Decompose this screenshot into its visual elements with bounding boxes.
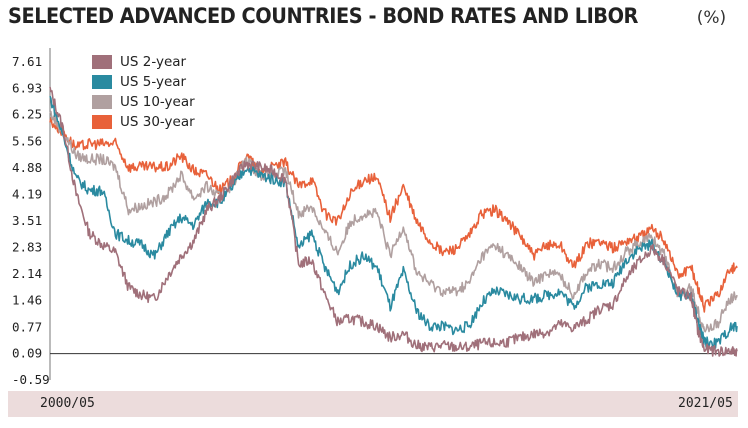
legend-swatch [92,115,112,129]
legend-swatch [92,55,112,69]
legend-swatch [92,75,112,89]
x-end-label: 2021/05 [678,396,733,411]
line-chart: 7.61 6.93 6.25 5.56 4.88 4.19 3.51 2.83 2.14 1.46… [12,48,738,387]
legend-item: US 30-year [92,112,195,132]
legend: US 2-year US 5-year US 10-year US 30-yea… [92,52,195,132]
series-line-us-2-year [49,86,738,357]
title-row: SELECTED ADVANCED COUNTRIES - BOND RATES… [8,4,726,38]
chart-unit: (%) [696,8,727,28]
series-line-us-5-year [49,95,738,350]
y-tick-label: 4.19 [12,187,42,202]
y-tick-label: -0.59 [12,372,50,387]
chart-title: SELECTED ADVANCED COUNTRIES - BOND RATES… [8,4,638,28]
y-tick-label: 0.09 [12,346,42,361]
y-tick-label: 5.56 [12,134,42,149]
y-tick-label: 7.61 [12,54,42,69]
y-tick-label: 0.77 [12,319,42,334]
legend-swatch [92,95,112,109]
legend-item: US 10-year [92,92,195,112]
legend-item: US 5-year [92,72,195,92]
x-start-label: 2000/05 [40,396,95,411]
y-tick-label: 2.14 [12,266,42,281]
y-tick-label: 2.83 [12,239,42,254]
legend-label: US 5-year [120,74,187,90]
y-tick-label: 3.51 [12,213,42,228]
series-line-us-10-year [49,110,738,333]
x-axis-band [8,391,738,417]
y-tick-label: 4.88 [12,160,42,175]
legend-item: US 2-year [92,52,195,72]
legend-label: US 2-year [120,54,187,70]
legend-label: US 30-year [120,114,195,130]
y-tick-label: 6.25 [12,107,42,122]
y-tick-label: 1.46 [12,293,42,308]
series-line-us-30-year [49,117,738,313]
legend-label: US 10-year [120,94,195,110]
y-tick-label: 6.93 [12,80,42,95]
